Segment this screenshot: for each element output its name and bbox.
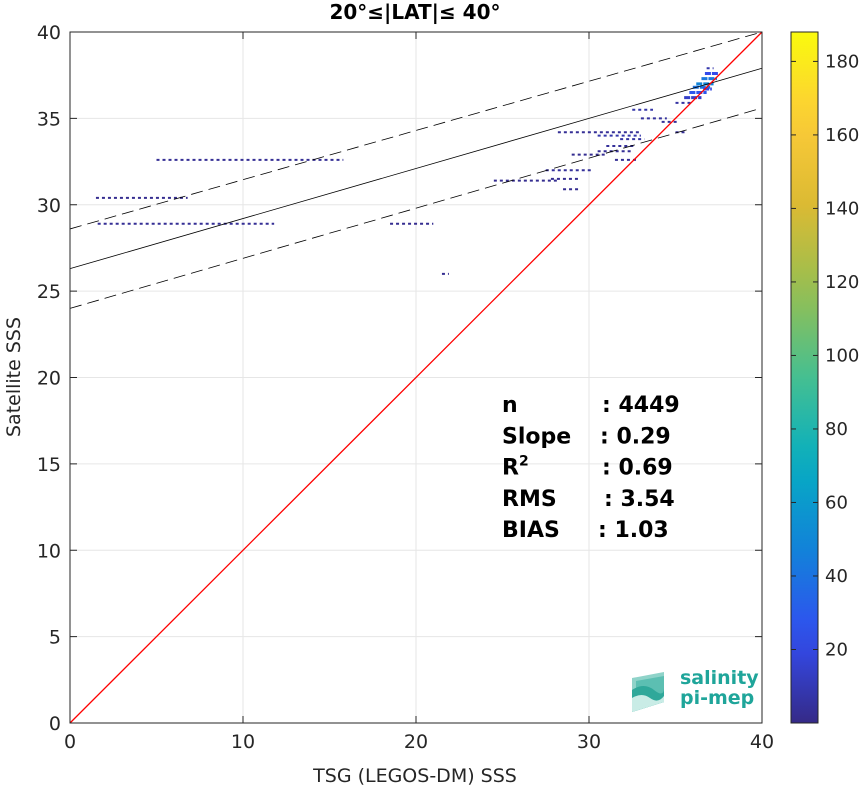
y-axis-label: Satellite SSS (3, 317, 25, 437)
y-tick-label: 5 (49, 627, 61, 649)
y-tick-label: 20 (37, 368, 61, 390)
y-tick-label: 15 (37, 454, 61, 476)
x-tick-label: 10 (231, 731, 255, 753)
salinity-pimep-logo: salinity pi-mep (632, 667, 759, 712)
chart-title: 20°≤|LAT|≤ 40° (329, 0, 500, 24)
y-tick-label: 40 (37, 22, 61, 44)
colorbar-tick-label: 180 (825, 51, 859, 72)
y-tick-label: 10 (37, 540, 61, 562)
stat-value: : 0.69 (602, 456, 673, 481)
stat-label: RMS (502, 487, 557, 512)
logo-line1: salinity (680, 667, 759, 689)
colorbar-tick-label: 100 (825, 345, 859, 366)
stat-value: : 4449 (602, 393, 680, 418)
colorbar-tick-label: 80 (825, 419, 848, 440)
stat-label: Slope (502, 424, 571, 449)
regression-lines (69, 31, 763, 724)
y-tick-label: 30 (37, 195, 61, 217)
axis-ticks: 0 10 20 30 40 0 5 10 15 20 25 30 35 40 (37, 22, 774, 753)
stat-label: R2 (502, 454, 529, 481)
upper-bound-line (69, 31, 763, 230)
fit-line (69, 67, 763, 270)
y-tick-label: 25 (37, 281, 61, 303)
wave-logo-icon (632, 672, 664, 712)
stat-value: : 1.03 (598, 518, 669, 543)
colorbar-tick-label: 120 (825, 272, 859, 293)
colorbar: 20 40 60 80 100 120 140 160 180 (790, 31, 859, 724)
colorbar-tick-label: 20 (825, 639, 848, 660)
colorbar-tick-label: 60 (825, 492, 848, 513)
stat-value: : 0.29 (600, 424, 671, 449)
y-tick-label: 0 (49, 713, 61, 735)
stat-label: n (502, 393, 518, 418)
x-axis-label: TSG (LEGOS-DM) SSS (312, 765, 517, 787)
identity-line (69, 31, 763, 724)
colorbar-tick-label: 160 (825, 125, 859, 146)
stat-label: BIAS (502, 518, 560, 543)
x-tick-label: 40 (750, 731, 774, 753)
x-tick-label: 0 (64, 731, 76, 753)
x-tick-label: 30 (577, 731, 601, 753)
lower-bound-line (69, 107, 763, 309)
colorbar-gradient (790, 31, 819, 724)
colorbar-tick-label: 40 (825, 566, 848, 587)
logo-line2: pi-mep (680, 687, 754, 709)
x-tick-label: 20 (404, 731, 428, 753)
stats-box: n : 4449 Slope : 0.29 R2 : 0.69 RMS : 3.54 BIAS:… (502, 393, 680, 543)
stat-value: : 3.54 (604, 487, 675, 512)
y-tick-label: 35 (37, 108, 61, 130)
colorbar-tick-label: 140 (825, 198, 859, 219)
